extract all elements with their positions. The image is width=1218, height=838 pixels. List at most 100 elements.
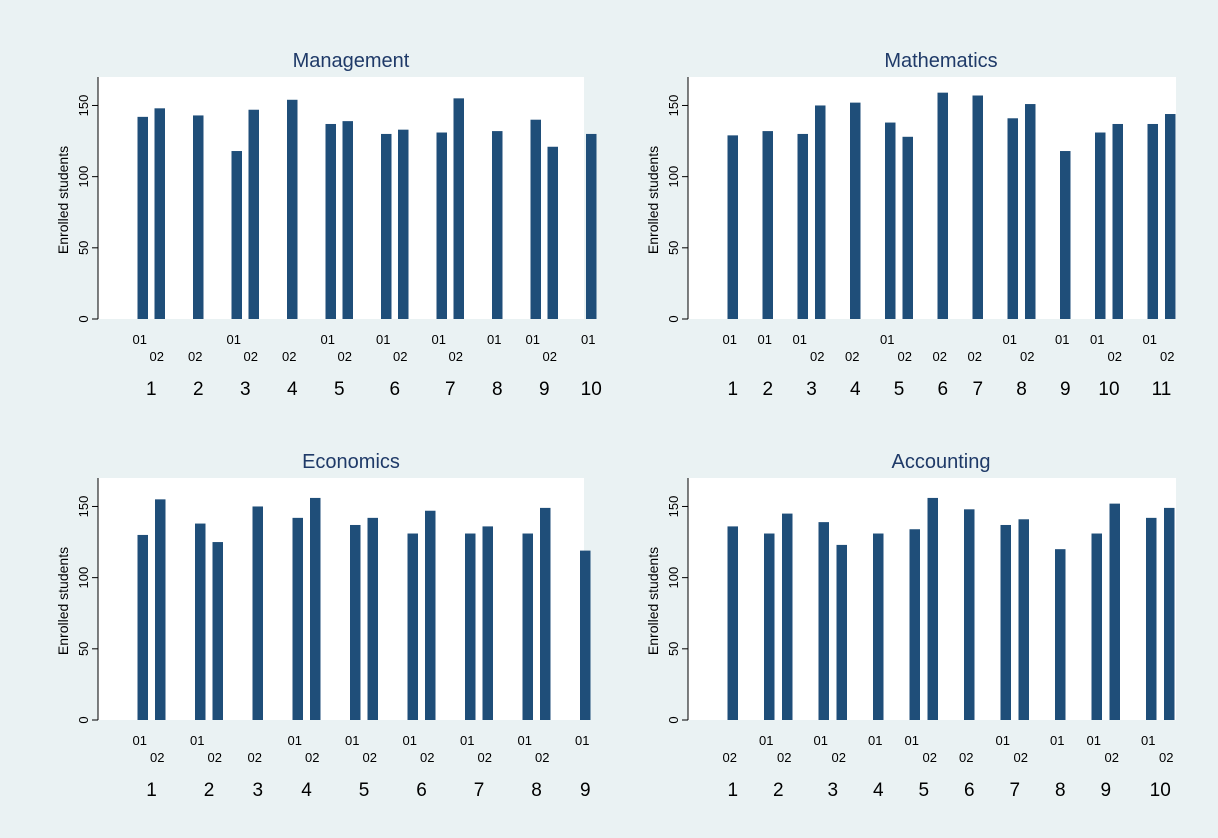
plot-area [98,77,584,319]
y-tick-label: 50 [76,642,91,656]
bar [782,513,793,720]
group-label: 8 [1016,379,1027,400]
bar [836,544,847,720]
session-label: 02 [1020,349,1034,364]
bar [1146,517,1157,720]
y-tick-label: 50 [76,241,91,255]
group-label: 8 [1055,780,1066,801]
group-label: 4 [873,780,884,801]
session-label: 01 [487,332,501,347]
group-label: 7 [1009,780,1020,801]
bar [815,105,826,320]
session-label: 02 [305,750,319,765]
bar [342,121,353,319]
bar [727,526,738,720]
bar [1025,104,1036,319]
bar [137,534,148,720]
group-label: 9 [580,780,591,801]
session-label: 02 [1108,349,1122,364]
bar [902,136,913,319]
y-axis-label: Enrolled students [55,547,71,655]
group-label: 7 [445,379,456,400]
session-label: 02 [933,349,947,364]
session-label: 02 [420,750,434,765]
session-label: 02 [968,349,982,364]
session-label: 02 [959,750,973,765]
bar [325,123,336,319]
group-label: 3 [240,379,251,400]
bar [398,129,409,319]
group-label: 6 [416,780,427,801]
bar [1112,123,1123,319]
bar [972,95,983,319]
panel-title: Management [293,50,410,72]
session-label: 02 [478,750,492,765]
y-axis-label: Enrolled students [645,547,661,655]
bar [764,533,775,720]
bar [195,523,206,720]
group-label: 10 [1098,379,1119,400]
bar [1109,503,1120,720]
y-axis-label: Enrolled students [55,146,71,254]
group-label: 9 [539,379,550,400]
session-label: 02 [1105,750,1119,765]
session-label: 01 [345,733,359,748]
session-label: 01 [793,332,807,347]
session-label: 01 [288,733,302,748]
session-label: 01 [996,733,1010,748]
bar [212,542,223,720]
session-label: 02 [845,349,859,364]
bar [425,510,436,720]
panel-title: Economics [302,451,400,473]
session-label: 01 [1141,733,1155,748]
bar [407,533,418,720]
y-tick-label: 0 [666,716,681,723]
session-label: 02 [535,750,549,765]
y-tick-label: 0 [76,315,91,322]
group-label: 2 [762,379,773,400]
session-label: 02 [810,349,824,364]
bar [436,132,447,319]
group-label: 8 [531,780,542,801]
session-label: 01 [880,332,894,347]
session-label: 02 [777,750,791,765]
group-label: 10 [1150,780,1171,801]
session-label: 01 [227,332,241,347]
bar [1007,118,1018,320]
y-axis-label: Enrolled students [645,146,661,254]
group-label: 6 [389,379,400,400]
bar [492,131,503,319]
session-label: 02 [898,349,912,364]
y-tick-label: 100 [666,166,681,188]
session-label: 01 [518,733,532,748]
bar [155,499,166,720]
bar [1091,533,1102,720]
session-label: 01 [321,332,335,347]
session-label: 01 [814,733,828,748]
session-label: 02 [150,349,164,364]
group-label: 2 [193,379,204,400]
plot-area [98,478,584,720]
bar [1165,114,1176,319]
session-label: 02 [363,750,377,765]
session-label: 02 [338,349,352,364]
session-label: 02 [832,750,846,765]
session-label: 02 [244,349,258,364]
y-tick-label: 100 [666,567,681,589]
group-label: 5 [359,780,370,801]
bar [1164,507,1175,720]
bar [580,550,591,720]
bar [873,533,884,720]
y-tick-label: 100 [76,567,91,589]
y-tick-label: 150 [76,95,91,117]
bar [154,108,165,319]
session-label: 01 [432,332,446,347]
bar [231,151,242,319]
bar [818,522,829,720]
panel-title: Mathematics [884,50,997,72]
bar [540,507,551,720]
session-label: 02 [923,750,937,765]
bar [586,133,597,319]
